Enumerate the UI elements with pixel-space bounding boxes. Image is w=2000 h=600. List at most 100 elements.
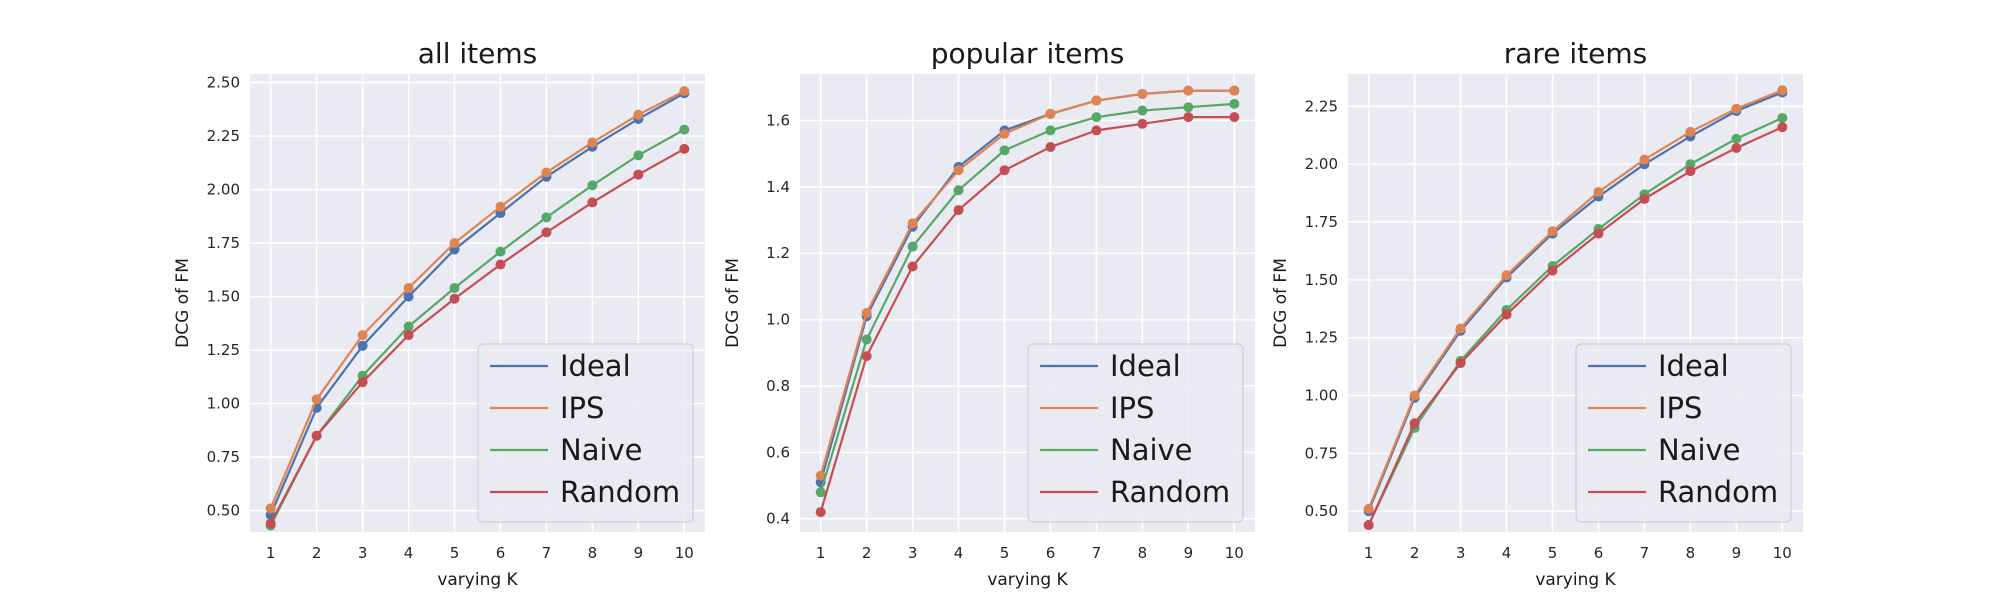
x-tick-label: 3 — [1456, 544, 1466, 562]
series-line-ideal — [1367, 91, 1783, 512]
data-point-ips — [1229, 85, 1240, 96]
data-point-naive — [633, 150, 644, 161]
x-tick-label: 10 — [1773, 544, 1792, 562]
data-point-ips — [1547, 226, 1558, 237]
x-tick-label: 2 — [312, 544, 322, 562]
series-line-random — [819, 116, 1235, 513]
x-tick-label: 6 — [1046, 544, 1056, 562]
data-point-ideal — [403, 291, 414, 302]
data-point-naive — [1045, 125, 1056, 136]
x-tick-label: 1 — [266, 544, 276, 562]
x-tick-label: 8 — [1138, 544, 1148, 562]
data-point-ips — [861, 307, 872, 318]
data-point-random — [1777, 122, 1788, 133]
x-tick-label: 3 — [908, 544, 918, 562]
data-point-random — [1091, 125, 1102, 136]
y-tick-label: 1.00 — [1305, 387, 1338, 405]
series-line-random — [1367, 126, 1783, 526]
x-tick-label: 8 — [588, 544, 598, 562]
data-point-random — [1547, 265, 1558, 276]
data-point-random — [357, 377, 368, 388]
data-point-ips — [541, 167, 552, 178]
data-point-naive — [541, 212, 552, 223]
data-point-naive — [1685, 159, 1696, 170]
y-tick-label: 0.50 — [207, 502, 240, 520]
data-point-random — [311, 430, 322, 441]
data-point-ips — [495, 201, 506, 212]
data-point-ips — [311, 394, 322, 405]
legend-label-naive: Naive — [560, 433, 643, 467]
y-tick-label: 0.8 — [766, 377, 790, 395]
y-axis-label: DCG of FM — [173, 258, 193, 348]
data-point-ips — [1363, 503, 1374, 514]
series-line-naive — [819, 102, 1235, 493]
y-tick-label: 2.50 — [207, 74, 240, 92]
x-tick-label: 3 — [358, 544, 368, 562]
y-axis-label: DCG of FM — [1271, 258, 1291, 348]
data-point-ips — [357, 330, 368, 341]
data-point-random — [1363, 520, 1374, 531]
x-tick-label: 8 — [1686, 544, 1696, 562]
data-point-random — [1137, 118, 1148, 129]
x-tick-label: 1 — [816, 544, 826, 562]
legend-label-ips: IPS — [560, 391, 604, 425]
legend-label-ips: IPS — [1658, 391, 1702, 425]
x-tick-label: 5 — [450, 544, 460, 562]
x-tick-label: 4 — [404, 544, 414, 562]
legend-label-naive: Naive — [1658, 433, 1741, 467]
chart-title: rare items — [1504, 37, 1648, 70]
data-point-ips — [1045, 108, 1056, 119]
data-point-naive — [587, 180, 598, 191]
y-tick-label: 1.25 — [207, 341, 240, 359]
data-point-random — [953, 205, 964, 216]
data-point-ips — [587, 137, 598, 148]
data-point-ips — [1685, 126, 1696, 137]
y-tick-label: 1.4 — [766, 178, 790, 196]
series-line-ips — [1367, 89, 1783, 510]
y-tick-label: 2.25 — [207, 127, 240, 145]
data-point-random — [265, 518, 276, 529]
y-tick-label: 2.25 — [1305, 97, 1338, 115]
data-point-ips — [953, 165, 964, 176]
data-point-ips — [1409, 390, 1420, 401]
y-tick-label: 1.25 — [1305, 329, 1338, 347]
data-point-random — [541, 227, 552, 238]
chart-rare-items: 1 2 3 4 5 6 7 8 9 10 0.50 0.75 1.00 1.25 1.50 1.75 2.00 2… — [1271, 37, 1803, 590]
y-tick-label: 0.4 — [766, 510, 790, 528]
data-point-naive — [1731, 133, 1742, 144]
x-tick-label: 7 — [542, 544, 552, 562]
x-tick-label: 4 — [954, 544, 964, 562]
x-tick-label: 2 — [862, 544, 872, 562]
data-point-naive — [1091, 112, 1102, 123]
legend-box — [1027, 343, 1244, 523]
data-point-random — [1183, 112, 1194, 123]
y-tick-label: 0.75 — [207, 448, 240, 466]
legend-label-ideal: Ideal — [1658, 349, 1729, 383]
y-tick-label: 0.50 — [1305, 502, 1338, 520]
series-line-random — [269, 147, 685, 524]
x-tick-label: 5 — [1548, 544, 1558, 562]
y-tick-label: 1.75 — [1305, 213, 1338, 231]
data-point-random — [587, 197, 598, 208]
series-line-ideal — [269, 92, 685, 516]
data-point-naive — [403, 321, 414, 332]
data-point-naive — [1183, 102, 1194, 113]
chart-all-items: 1 2 3 4 5 6 7 8 9 10 0.50 0.75 1.00 1.25 1.50 1.75 2.00 2… — [173, 37, 705, 590]
data-point-ips — [1183, 85, 1194, 96]
chart-title: popular items — [931, 37, 1125, 70]
data-point-ips — [679, 86, 690, 97]
data-point-ips — [1777, 85, 1788, 96]
x-axis-label: varying K — [1535, 570, 1616, 590]
data-point-ips — [1091, 95, 1102, 106]
series-line-ips — [269, 90, 685, 509]
data-point-naive — [1777, 112, 1788, 123]
data-point-random — [633, 169, 644, 180]
y-tick-label: 2.00 — [1305, 155, 1338, 173]
y-tick-label: 1.50 — [207, 288, 240, 306]
data-point-naive — [495, 246, 506, 257]
x-tick-label: 7 — [1092, 544, 1102, 562]
data-point-ips — [1593, 186, 1604, 197]
y-tick-label: 0.6 — [766, 443, 790, 461]
y-tick-label: 1.75 — [207, 234, 240, 252]
